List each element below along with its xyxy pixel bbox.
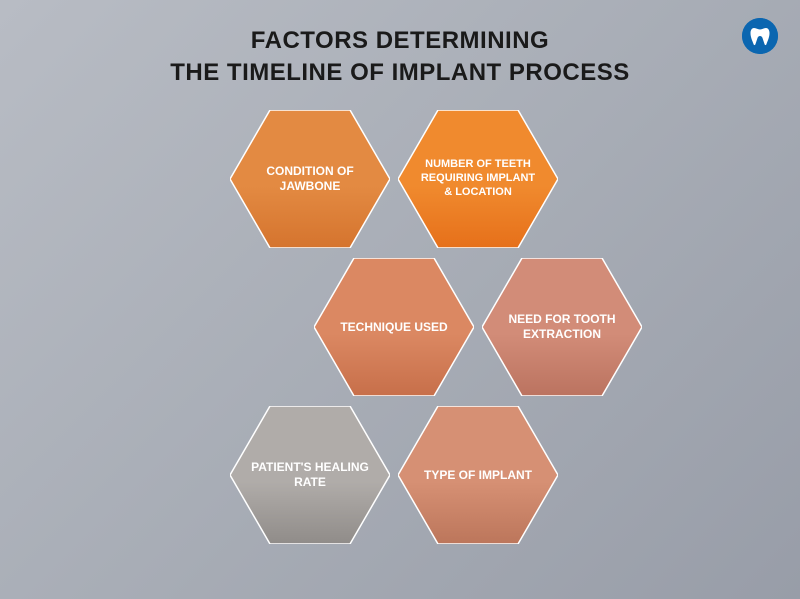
hex-label-condition-jawbone: CONDITION OF JAWBONE	[230, 110, 390, 248]
hex-grid: CONDITION OF JAWBONENUMBER OF TEETH REQU…	[0, 0, 800, 599]
hex-type-implant: TYPE OF IMPLANT	[398, 406, 558, 544]
hex-label-technique-used: TECHNIQUE USED	[314, 258, 474, 396]
title-line1: FACTORS DETERMINING	[0, 25, 800, 57]
hex-label-need-extraction: NEED FOR TOOTH EXTRACTION	[482, 258, 642, 396]
title-line2: THE TIMELINE OF IMPLANT PROCESS	[0, 57, 800, 89]
tooth-logo	[742, 18, 778, 54]
hex-label-number-teeth: NUMBER OF TEETH REQUIRING IMPLANT & LOCA…	[398, 110, 558, 248]
hex-number-teeth: NUMBER OF TEETH REQUIRING IMPLANT & LOCA…	[398, 110, 558, 248]
hex-healing-rate: PATIENT'S HEALING RATE	[230, 406, 390, 544]
hex-label-healing-rate: PATIENT'S HEALING RATE	[230, 406, 390, 544]
hex-label-type-implant: TYPE OF IMPLANT	[398, 406, 558, 544]
hex-condition-jawbone: CONDITION OF JAWBONE	[230, 110, 390, 248]
hex-need-extraction: NEED FOR TOOTH EXTRACTION	[482, 258, 642, 396]
page-title: FACTORS DETERMINING THE TIMELINE OF IMPL…	[0, 0, 800, 90]
hex-technique-used: TECHNIQUE USED	[314, 258, 474, 396]
